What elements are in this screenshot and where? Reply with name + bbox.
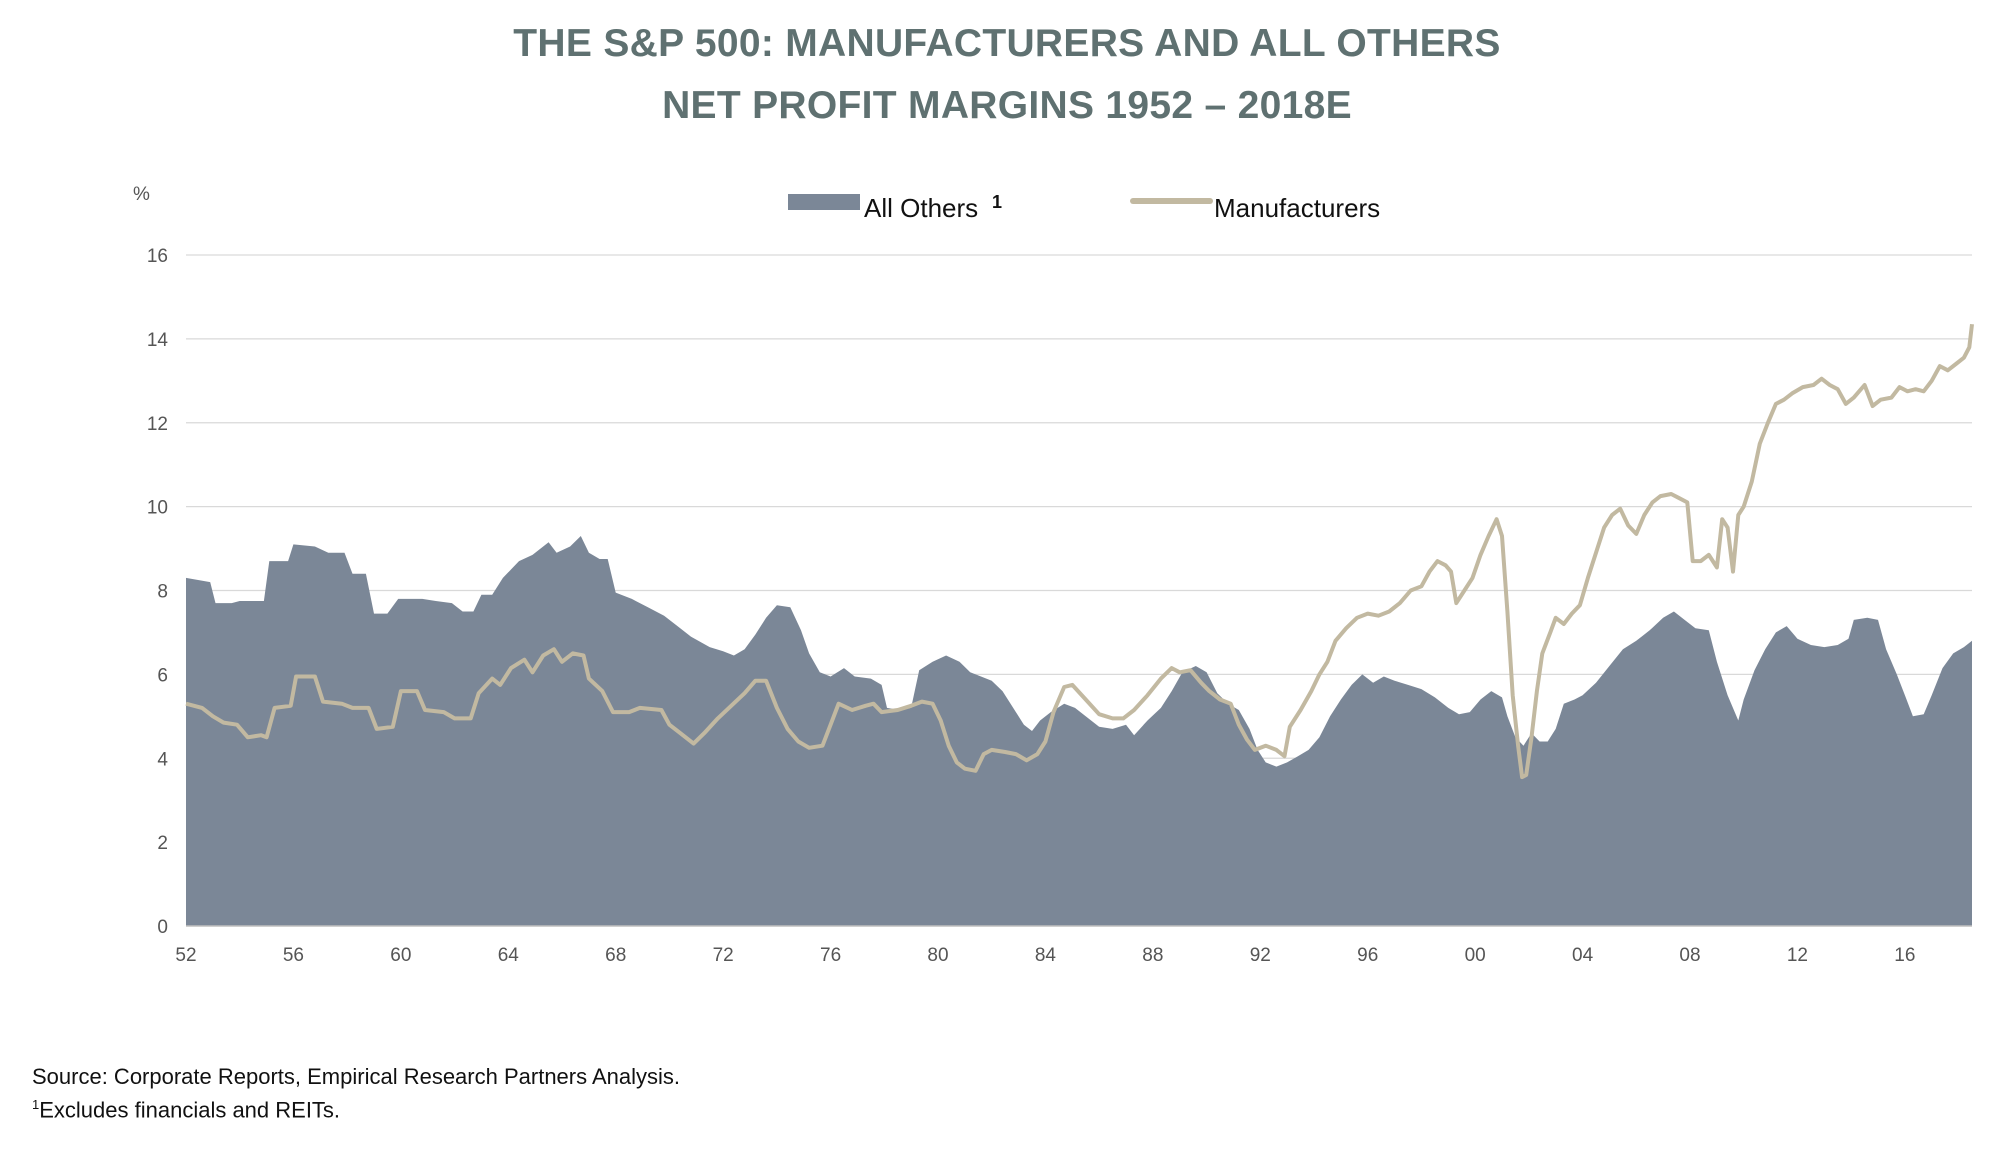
legend-label-manufacturers: Manufacturers [1214,193,1380,223]
chart-title-line-2: NET PROFIT MARGINS 1952 – 2018E [662,84,1352,127]
y-tick-label: 6 [157,665,168,686]
y-tick-label: 10 [147,498,168,519]
y-tick-label: 0 [157,917,168,938]
series-all-others-area [186,536,1972,926]
x-tick-label: 60 [390,945,411,966]
x-tick-label: 00 [1465,945,1486,966]
x-axis-ticks: 52 56 60 64 68 72 76 80 84 88 92 96 00 04 08 12 16 [175,945,1915,966]
legend: All Others 1 Manufacturers [788,192,1380,223]
y-tick-label: 8 [157,582,168,603]
x-tick-label: 76 [820,945,841,966]
y-tick-label: 16 [147,246,168,267]
y-tick-label: 4 [157,749,168,770]
legend-label-all-others-marker: 1 [992,192,1002,212]
x-tick-label: 84 [1035,945,1057,966]
series-manufacturers-line [185,323,1974,780]
x-tick-label: 88 [1142,945,1163,966]
y-axis-ticks: 0 2 4 6 8 10 12 14 16 [147,246,169,938]
x-tick-label: 16 [1894,945,1915,966]
x-tick-label: 04 [1572,945,1594,966]
exclusion-note-marker: 1 [32,1097,40,1112]
x-tick-label: 80 [927,945,948,966]
legend-swatch-all-others [788,194,860,210]
x-tick-label: 12 [1787,945,1808,966]
x-tick-label: 72 [713,945,734,966]
x-tick-label: 68 [605,945,626,966]
grid [186,254,1972,843]
exclusion-note: 1Excludes financials and REITs. [32,1097,340,1123]
y-tick-label: 14 [147,330,169,351]
x-tick-label: 64 [498,945,520,966]
y-tick-label: 2 [157,833,168,854]
x-tick-label: 52 [175,945,196,966]
legend-label-all-others: All Others [864,193,978,223]
x-tick-label: 56 [283,945,304,966]
source-note: Source: Corporate Reports, Empirical Res… [32,1064,681,1089]
y-axis-label: % [133,184,150,205]
x-tick-label: 96 [1357,945,1378,966]
x-tick-label: 08 [1679,945,1700,966]
chart-title-line-1: THE S&P 500: MANUFACTURERS AND ALL OTHER… [513,22,1501,65]
y-tick-label: 12 [147,414,168,435]
exclusion-note-text: Excludes financials and REITs. [39,1097,341,1123]
x-tick-label: 92 [1250,945,1271,966]
